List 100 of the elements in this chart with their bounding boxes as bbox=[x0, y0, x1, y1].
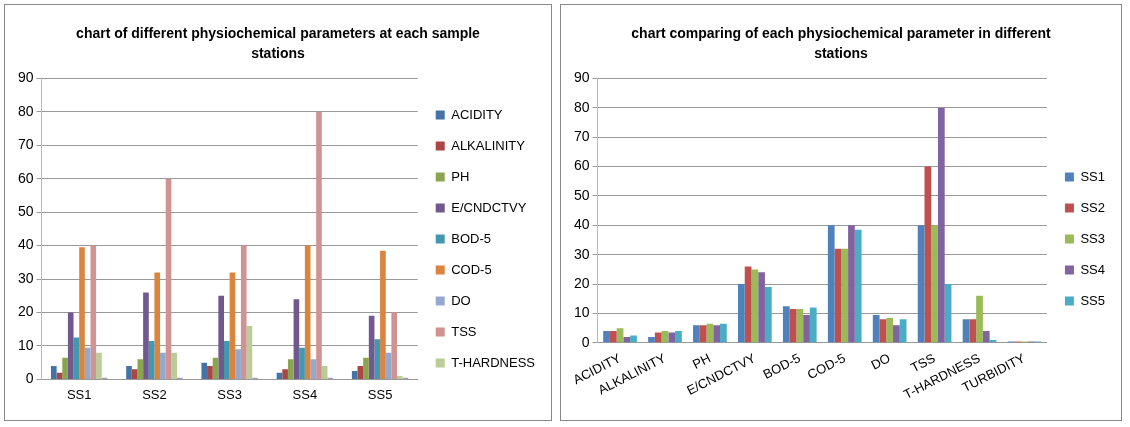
bar bbox=[609, 331, 617, 343]
bar bbox=[738, 284, 745, 343]
bar bbox=[79, 247, 85, 379]
bar bbox=[154, 272, 161, 379]
bar bbox=[240, 245, 247, 379]
bar bbox=[713, 325, 721, 343]
legend-label: PH bbox=[451, 168, 470, 184]
bar bbox=[654, 332, 662, 343]
bar bbox=[299, 347, 305, 379]
bar bbox=[841, 248, 849, 343]
bar bbox=[854, 229, 862, 343]
bar bbox=[924, 166, 932, 343]
legend-label: TSS bbox=[451, 323, 477, 339]
y-tick-label: 30 bbox=[573, 245, 590, 262]
legend-label: ACIDITY bbox=[451, 106, 503, 122]
legend-label: COD-5 bbox=[451, 261, 492, 277]
y-tick-label: 0 bbox=[25, 370, 34, 387]
legend-label: SS5 bbox=[1080, 292, 1106, 308]
bar bbox=[827, 225, 835, 343]
bar bbox=[803, 314, 810, 343]
bar bbox=[287, 359, 294, 379]
bar bbox=[143, 292, 149, 379]
legend-label: SS4 bbox=[1080, 261, 1106, 277]
bar bbox=[886, 317, 894, 343]
bar bbox=[374, 339, 381, 379]
legend-label: E/CNDCTVY bbox=[451, 199, 527, 215]
x-tick-label: SS2 bbox=[142, 386, 167, 402]
bar bbox=[931, 225, 938, 343]
y-tick-label: 20 bbox=[573, 274, 590, 291]
legend-label: DO bbox=[451, 292, 471, 308]
bar bbox=[126, 366, 132, 379]
bar bbox=[391, 312, 398, 379]
bar bbox=[282, 369, 288, 379]
bar bbox=[304, 245, 311, 379]
legend-label: SS3 bbox=[1080, 230, 1106, 246]
y-tick-label: 70 bbox=[573, 128, 590, 145]
bar bbox=[603, 331, 610, 343]
bar bbox=[668, 332, 676, 343]
legend-label: SS2 bbox=[1080, 199, 1106, 215]
bar bbox=[316, 111, 322, 379]
bar bbox=[363, 357, 369, 379]
bar bbox=[982, 331, 990, 343]
bar bbox=[131, 369, 138, 379]
bar bbox=[693, 325, 700, 343]
bar bbox=[751, 269, 759, 343]
bar bbox=[976, 295, 983, 343]
bar bbox=[207, 366, 213, 379]
y-tick-label: 60 bbox=[573, 157, 590, 174]
bar bbox=[758, 272, 765, 343]
y-tick-label: 10 bbox=[17, 336, 34, 353]
bar bbox=[235, 349, 241, 379]
bar bbox=[351, 371, 358, 379]
bar bbox=[96, 352, 102, 379]
y-tick-label: 70 bbox=[17, 136, 34, 153]
bar bbox=[893, 325, 900, 343]
y-tick-label: 80 bbox=[573, 98, 590, 115]
x-tick-label: SS1 bbox=[66, 386, 92, 402]
y-tick-label: 40 bbox=[573, 216, 590, 233]
bar bbox=[720, 323, 727, 343]
legend-label: SS1 bbox=[1080, 168, 1106, 184]
bar bbox=[899, 319, 907, 343]
bar bbox=[630, 335, 637, 343]
bar bbox=[310, 359, 317, 379]
bar bbox=[201, 362, 208, 379]
y-tick-label: 0 bbox=[581, 333, 590, 350]
y-tick-label: 30 bbox=[17, 269, 34, 286]
bar bbox=[937, 107, 945, 343]
x-tick-label: DO bbox=[868, 350, 893, 373]
y-tick-label: 90 bbox=[17, 69, 34, 86]
y-tick-label: 90 bbox=[573, 69, 590, 86]
bar bbox=[782, 306, 790, 343]
chart-title: chart of different physiochemical parameters at each sample stations bbox=[75, 24, 481, 63]
bar bbox=[872, 314, 880, 343]
x-tick-label: SS3 bbox=[217, 386, 242, 402]
y-tick-label: 50 bbox=[17, 203, 34, 220]
bar bbox=[90, 245, 97, 379]
bar bbox=[848, 225, 855, 343]
bar bbox=[218, 295, 224, 379]
bar bbox=[397, 376, 403, 379]
y-tick-label: 40 bbox=[17, 236, 34, 253]
bar bbox=[969, 319, 977, 343]
bar bbox=[62, 357, 68, 379]
bar bbox=[224, 340, 230, 379]
y-tick-label: 80 bbox=[17, 102, 34, 119]
bar bbox=[171, 352, 177, 379]
bar bbox=[137, 359, 144, 379]
bar bbox=[764, 287, 772, 343]
legend-label: ALKALINITY bbox=[451, 137, 526, 153]
x-tick-label: SS4 bbox=[292, 386, 318, 402]
bar bbox=[50, 366, 57, 379]
bar bbox=[699, 325, 707, 343]
bar bbox=[809, 307, 817, 343]
bar bbox=[675, 331, 682, 343]
bar bbox=[623, 336, 631, 343]
y-tick-label: 60 bbox=[17, 169, 34, 186]
y-tick-label: 50 bbox=[573, 186, 590, 203]
bar bbox=[160, 352, 166, 379]
bar bbox=[796, 309, 804, 343]
legend-label: BOD-5 bbox=[451, 230, 491, 246]
y-tick-label: 10 bbox=[573, 304, 590, 321]
